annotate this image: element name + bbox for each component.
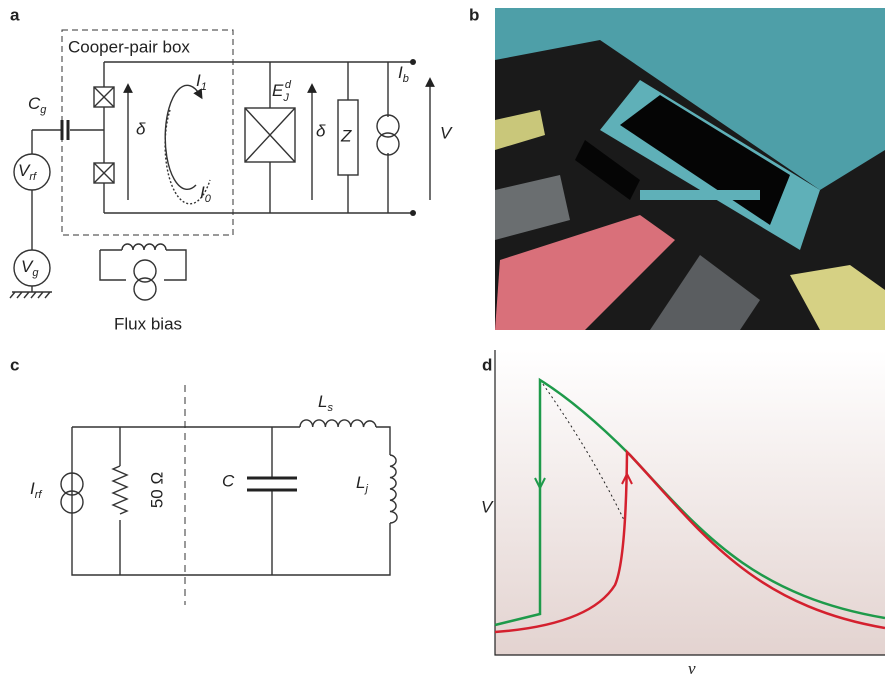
label: V — [440, 123, 453, 142]
micrograph-region — [495, 8, 885, 190]
label: Lj — [356, 473, 368, 494]
micrograph-region — [495, 215, 675, 330]
micrograph-region — [575, 140, 640, 200]
label-part: g — [32, 267, 39, 279]
capacitor — [247, 476, 297, 492]
micrograph-region — [790, 265, 885, 330]
label-part: j — [363, 483, 368, 495]
label-part: I — [398, 63, 403, 82]
label-part: L — [356, 473, 365, 492]
label: Ib — [398, 63, 409, 84]
plot-area — [495, 350, 885, 655]
loop — [164, 109, 211, 205]
loop — [164, 84, 203, 190]
source — [13, 153, 51, 191]
micrograph-region — [495, 175, 570, 240]
label: Vrf — [18, 161, 37, 182]
label: Irf — [30, 479, 42, 500]
label: Ls — [318, 392, 333, 413]
label: I1 — [196, 71, 207, 92]
label-part: b — [403, 73, 409, 85]
source — [60, 472, 84, 496]
junction — [93, 162, 115, 184]
source — [133, 277, 157, 301]
terminal — [410, 59, 416, 65]
label-part: I — [30, 479, 35, 498]
label-part: L — [318, 392, 327, 411]
impedance — [337, 99, 359, 176]
label: Vg — [21, 257, 39, 278]
label: I0 — [200, 183, 212, 204]
sweep-arrow — [621, 471, 633, 485]
label-part: rf — [29, 171, 37, 183]
label-part: E — [272, 81, 284, 100]
label: Cg — [28, 94, 47, 115]
up-sweep-curve — [494, 449, 885, 634]
resistor — [111, 465, 129, 515]
label-part: 0 — [205, 193, 212, 205]
label-part: rf — [35, 489, 43, 501]
box-title: Cooper-pair box — [68, 37, 190, 56]
label: Z — [340, 126, 352, 145]
flux-coil — [99, 243, 187, 281]
junction — [93, 86, 115, 108]
label: Flux bias — [114, 314, 182, 333]
label-part: s — [327, 402, 333, 414]
label: EJd — [272, 79, 292, 104]
axis — [494, 350, 885, 656]
panel-label: d — [482, 355, 492, 374]
x-axis-label: ν — [688, 659, 696, 678]
source — [133, 259, 157, 283]
label-part: 1 — [201, 81, 207, 93]
micrograph-region — [495, 110, 545, 150]
panel-label: c — [10, 355, 19, 374]
panel-label: a — [10, 5, 20, 24]
junction — [244, 107, 296, 163]
junction — [93, 86, 115, 108]
source — [13, 249, 51, 287]
junction — [244, 107, 296, 163]
inductor — [299, 419, 377, 428]
label-part: C — [28, 94, 41, 113]
ground — [9, 291, 52, 299]
label: δ — [316, 121, 326, 140]
label-part: I — [196, 71, 201, 90]
label: 50 Ω — [147, 472, 166, 508]
source — [376, 114, 400, 138]
box-outline — [61, 29, 234, 236]
label: C — [222, 471, 235, 490]
sweep-arrow — [534, 477, 546, 491]
wire — [31, 61, 413, 292]
capacitor — [60, 120, 70, 140]
y-axis-label: V — [481, 497, 494, 516]
panel-label: b — [469, 5, 479, 24]
label: δ — [136, 119, 146, 138]
micrograph-region — [640, 190, 760, 200]
source — [376, 132, 400, 156]
label-part: g — [40, 104, 47, 116]
junction — [93, 162, 115, 184]
label-part: I — [200, 183, 205, 202]
label-part: d — [285, 79, 292, 91]
label-part: V — [21, 257, 34, 276]
source — [60, 490, 84, 514]
inductor — [389, 454, 398, 524]
label-part: J — [282, 92, 289, 104]
micrograph-region — [650, 255, 760, 330]
label-part: V — [18, 161, 31, 180]
wire — [71, 426, 391, 576]
terminal — [410, 210, 416, 216]
